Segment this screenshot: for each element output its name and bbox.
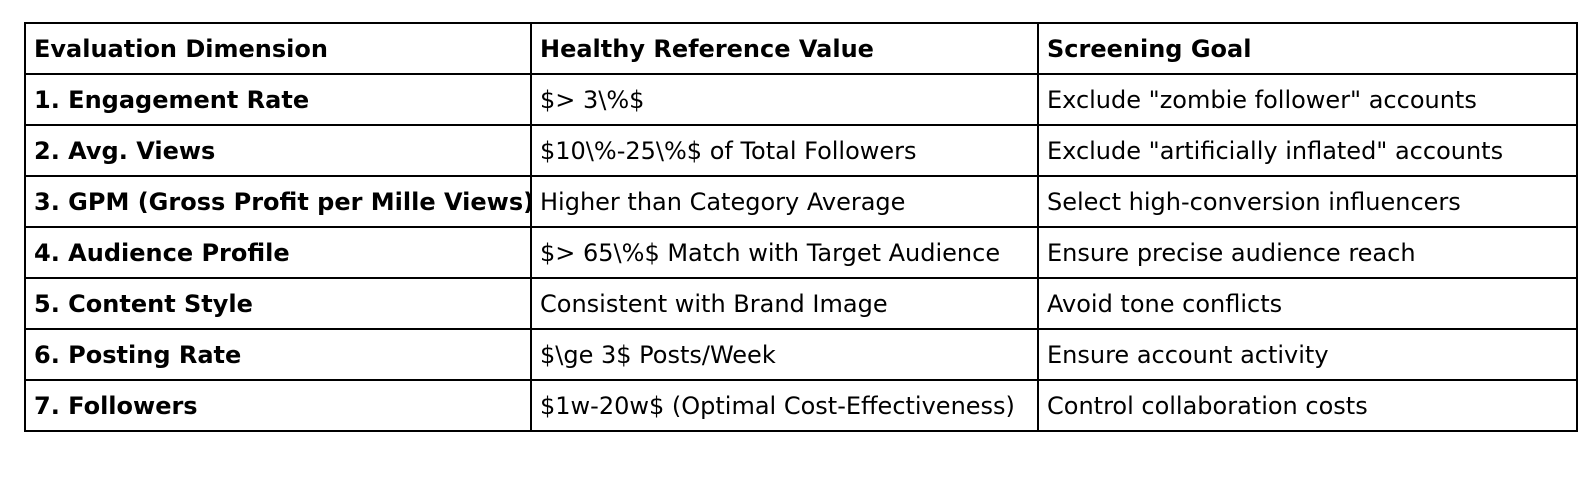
table-header-row: Evaluation Dimension Healthy Reference V…	[24, 22, 1578, 75]
table-row: 6. Posting Rate $\ge 3$ Posts/Week Ensur…	[24, 328, 1578, 381]
dimension-cell: 7. Followers	[24, 379, 532, 432]
dimension-cell: 6. Posting Rate	[24, 328, 532, 381]
dimension-cell: 1. Engagement Rate	[24, 73, 532, 126]
header-healthy-reference-value: Healthy Reference Value	[530, 22, 1039, 75]
goal-cell: Ensure account activity	[1037, 328, 1578, 381]
table-row: 4. Audience Profile $> 65\%$ Match with …	[24, 226, 1578, 279]
dimension-cell: 3. GPM (Gross Profit per Mille Views)	[24, 175, 532, 228]
goal-cell: Exclude "zombie follower" accounts	[1037, 73, 1578, 126]
goal-cell: Ensure precise audience reach	[1037, 226, 1578, 279]
table-row: 5. Content Style Consistent with Brand I…	[24, 277, 1578, 330]
dimension-cell: 5. Content Style	[24, 277, 532, 330]
goal-cell: Select high-conversion influencers	[1037, 175, 1578, 228]
header-screening-goal: Screening Goal	[1037, 22, 1578, 75]
table-row: 3. GPM (Gross Profit per Mille Views) Hi…	[24, 175, 1578, 228]
reference-cell: $\ge 3$ Posts/Week	[530, 328, 1039, 381]
goal-cell: Exclude "artificially inflated" accounts	[1037, 124, 1578, 177]
evaluation-table: Evaluation Dimension Healthy Reference V…	[24, 22, 1578, 432]
table-row: 2. Avg. Views $10\%-25\%$ of Total Follo…	[24, 124, 1578, 177]
table-row: 7. Followers $1w-20w$ (Optimal Cost-Effe…	[24, 379, 1578, 432]
goal-cell: Avoid tone conflicts	[1037, 277, 1578, 330]
reference-cell: $> 3\%$	[530, 73, 1039, 126]
reference-cell: Higher than Category Average	[530, 175, 1039, 228]
dimension-cell: 2. Avg. Views	[24, 124, 532, 177]
reference-cell: Consistent with Brand Image	[530, 277, 1039, 330]
header-evaluation-dimension: Evaluation Dimension	[24, 22, 532, 75]
reference-cell: $1w-20w$ (Optimal Cost-Effectiveness)	[530, 379, 1039, 432]
dimension-cell: 4. Audience Profile	[24, 226, 532, 279]
goal-cell: Control collaboration costs	[1037, 379, 1578, 432]
reference-cell: $10\%-25\%$ of Total Followers	[530, 124, 1039, 177]
reference-cell: $> 65\%$ Match with Target Audience	[530, 226, 1039, 279]
evaluation-table-container: Evaluation Dimension Healthy Reference V…	[24, 22, 1578, 432]
table-row: 1. Engagement Rate $> 3\%$ Exclude "zomb…	[24, 73, 1578, 126]
